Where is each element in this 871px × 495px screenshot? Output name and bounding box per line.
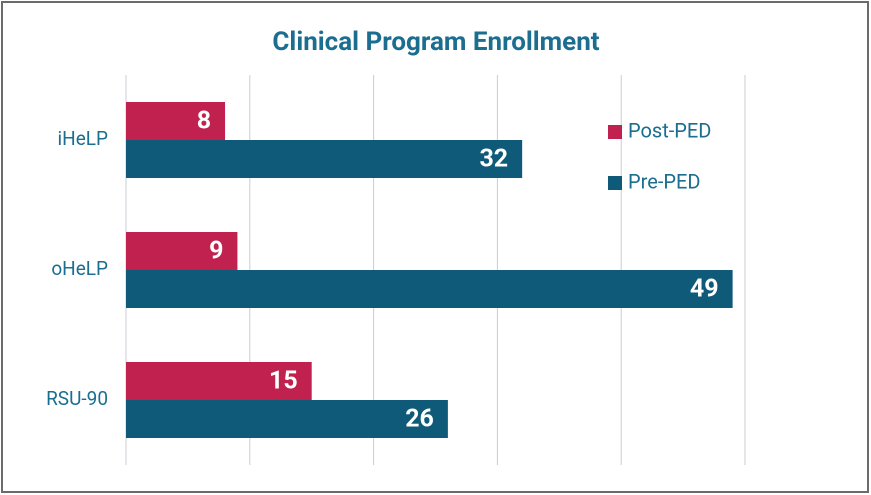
bar <box>126 232 238 270</box>
bar <box>126 400 448 438</box>
data-label: 9 <box>209 237 223 266</box>
data-label: 15 <box>269 367 298 396</box>
data-label: 49 <box>690 275 719 304</box>
data-label: 32 <box>479 145 508 174</box>
data-label: 8 <box>197 107 211 136</box>
legend-label: Pre-PED <box>628 169 700 193</box>
y-tick-label: RSU-90 <box>46 387 108 410</box>
chart-title: Clinical Program Enrollment <box>272 27 599 57</box>
bar <box>126 362 312 400</box>
data-label: 26 <box>405 405 434 434</box>
legend-label: Post-PED <box>628 118 711 142</box>
bar <box>126 140 523 178</box>
y-tick-label: oHeLP <box>51 257 108 280</box>
bar <box>126 270 733 308</box>
bar <box>126 102 226 140</box>
legend-swatch <box>608 176 622 190</box>
legend-swatch <box>608 125 622 139</box>
y-tick-label: iHeLP <box>58 127 108 150</box>
